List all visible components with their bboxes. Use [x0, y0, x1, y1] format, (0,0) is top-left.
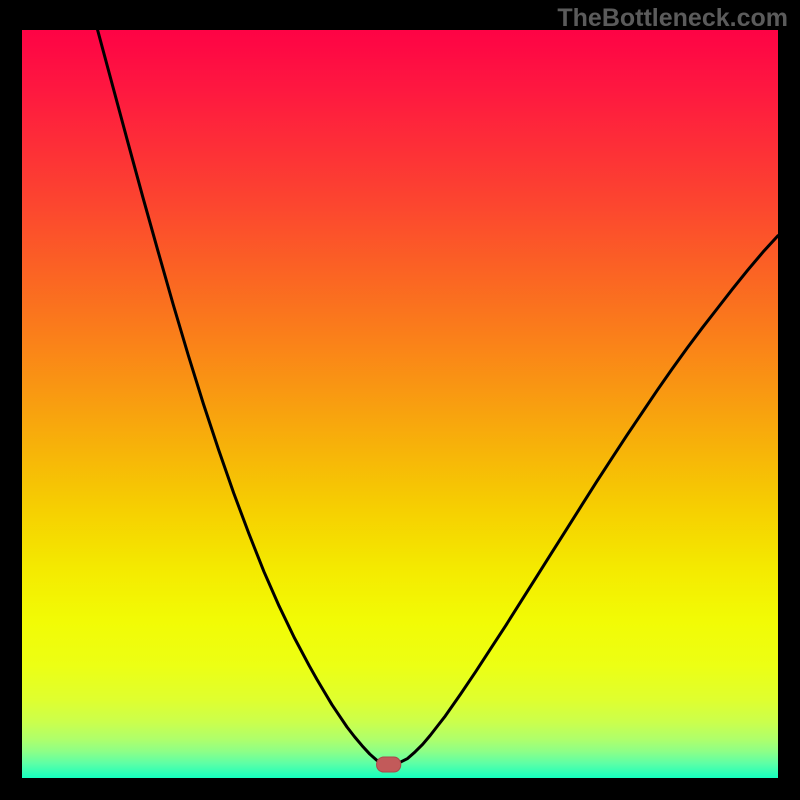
- optimal-point-marker: [377, 757, 401, 772]
- watermark-text: TheBottleneck.com: [557, 4, 788, 33]
- chart-background: [22, 30, 778, 778]
- chart-stage: TheBottleneck.com: [0, 0, 800, 800]
- bottleneck-chart: [22, 30, 778, 778]
